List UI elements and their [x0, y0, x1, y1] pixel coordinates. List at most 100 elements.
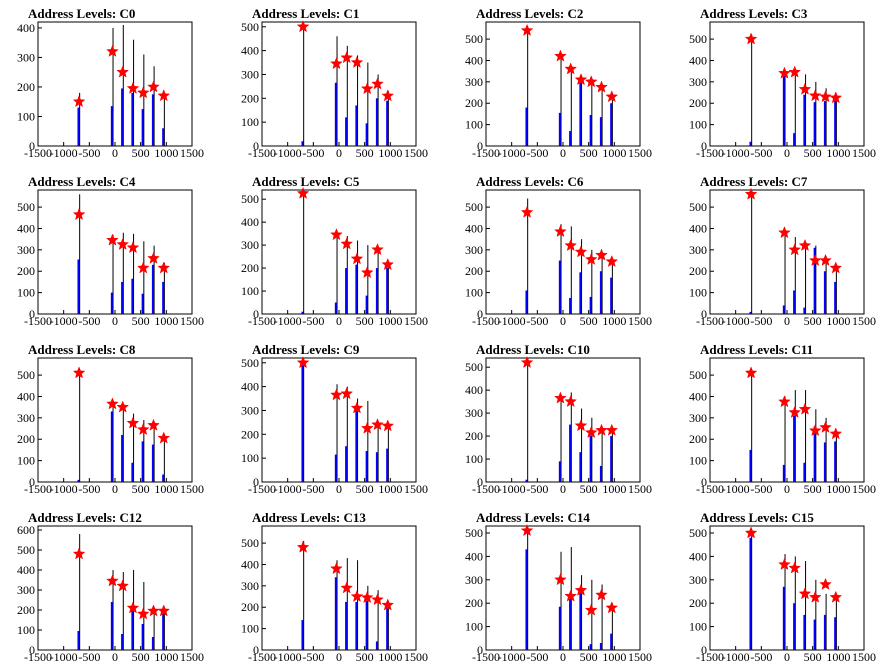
level-marker — [296, 20, 310, 33]
x-tick-label: -1000 — [498, 482, 526, 496]
x-tick-label: -1500 — [472, 314, 500, 328]
level-marker — [605, 423, 619, 436]
level-marker — [554, 573, 567, 586]
level-marker — [595, 80, 608, 93]
panel-title: Address Levels: C15 — [700, 510, 814, 525]
level-marker — [520, 523, 534, 537]
panel-title: Address Levels: C12 — [28, 510, 142, 525]
level-marker — [126, 416, 140, 429]
y-tick-label: 100 — [465, 286, 483, 300]
x-tick-label: 0 — [784, 482, 790, 496]
level-marker — [340, 51, 354, 64]
x-tick-label: 500 — [132, 146, 150, 160]
level-marker — [605, 90, 619, 103]
x-tick-label: 500 — [804, 146, 822, 160]
x-tick-label: 500 — [804, 482, 822, 496]
x-tick-label: -500 — [302, 650, 324, 664]
x-tick-label: -1500 — [696, 482, 724, 496]
y-tick-label: 100 — [689, 454, 707, 468]
level-marker — [371, 593, 384, 606]
level-marker — [330, 57, 343, 70]
level-marker — [116, 237, 130, 250]
x-tick-label: 0 — [784, 146, 790, 160]
x-tick-label: 1000 — [602, 482, 626, 496]
x-tick-label: 1000 — [154, 650, 178, 664]
level-marker — [106, 44, 119, 57]
x-tick-label: 1000 — [378, 650, 402, 664]
x-tick-label: 1000 — [378, 482, 402, 496]
level-marker — [798, 238, 812, 251]
plot-frame — [709, 189, 865, 315]
level-marker — [72, 207, 86, 220]
level-marker — [381, 89, 395, 102]
level-marker — [564, 238, 578, 251]
level-marker — [520, 355, 534, 369]
y-tick-label: 100 — [17, 454, 35, 468]
y-tick-label: 300 — [17, 411, 35, 425]
plot-frame — [485, 21, 641, 147]
x-tick-label: -500 — [78, 650, 100, 664]
x-tick-label: 500 — [804, 650, 822, 664]
y-tick-label: 200 — [689, 596, 707, 610]
y-tick-label: 200 — [465, 596, 483, 610]
x-tick-label: -1500 — [24, 314, 52, 328]
y-tick-label: 0 — [253, 643, 259, 657]
y-tick-label: 200 — [465, 429, 483, 443]
y-tick-label: 0 — [477, 475, 483, 489]
level-marker — [360, 82, 374, 95]
x-tick-label: 1000 — [154, 146, 178, 160]
x-tick-label: -1000 — [50, 650, 78, 664]
y-tick-label: 100 — [17, 286, 35, 300]
level-marker — [788, 405, 802, 418]
x-tick-label: 1000 — [378, 314, 402, 328]
x-tick-label: 0 — [112, 314, 118, 328]
y-tick-label: 200 — [241, 91, 259, 105]
x-tick-label: 1500 — [628, 314, 652, 328]
level-marker — [778, 557, 791, 571]
level-marker — [371, 243, 384, 256]
x-tick-label: -1500 — [472, 482, 500, 496]
level-marker — [136, 86, 150, 99]
level-marker — [371, 418, 384, 431]
y-tick-label: 400 — [689, 389, 707, 403]
y-tick-label: 0 — [477, 643, 483, 657]
x-tick-label: 500 — [580, 650, 598, 664]
y-tick-label: 500 — [241, 192, 259, 206]
level-marker — [340, 237, 354, 250]
level-marker — [157, 261, 171, 274]
level-marker — [554, 391, 567, 404]
panel-15: Address Levels: C15 -1500-1000 -500 0 500 100… — [689, 510, 876, 664]
x-tick-label: 1500 — [852, 146, 876, 160]
level-marker — [371, 77, 384, 90]
x-tick-label: -1000 — [498, 146, 526, 160]
plot-frame — [709, 21, 865, 147]
level-marker — [564, 62, 578, 75]
x-tick-label: -1500 — [472, 146, 500, 160]
y-tick-label: 0 — [253, 475, 259, 489]
x-tick-label: -1500 — [24, 146, 52, 160]
y-tick-label: 100 — [241, 115, 259, 129]
x-tick-label: -1000 — [722, 650, 750, 664]
x-tick-label: 500 — [132, 314, 150, 328]
level-marker — [126, 81, 140, 94]
panel-2: Address Levels: C2-1500-1000 -500 0 500 1000… — [465, 6, 652, 160]
panel-14: Address Levels: C14 -1500-1000 -500 0 500 100… — [465, 510, 652, 664]
level-marker — [584, 425, 598, 439]
plot-frame — [37, 357, 193, 483]
level-marker — [584, 603, 598, 616]
level-marker — [584, 252, 598, 265]
y-tick-label: 300 — [689, 573, 707, 587]
y-tick-label: 400 — [241, 44, 259, 58]
x-tick-label: -500 — [78, 146, 100, 160]
y-tick-label: 300 — [17, 243, 35, 257]
level-marker — [788, 561, 802, 574]
y-tick-label: 100 — [241, 451, 259, 465]
y-tick-label: 400 — [17, 563, 35, 577]
x-tick-label: 1000 — [602, 650, 626, 664]
y-tick-label: 400 — [689, 53, 707, 67]
x-tick-label: 0 — [336, 314, 342, 328]
x-tick-label: -500 — [750, 314, 772, 328]
level-marker — [340, 387, 354, 400]
level-marker — [819, 90, 832, 103]
